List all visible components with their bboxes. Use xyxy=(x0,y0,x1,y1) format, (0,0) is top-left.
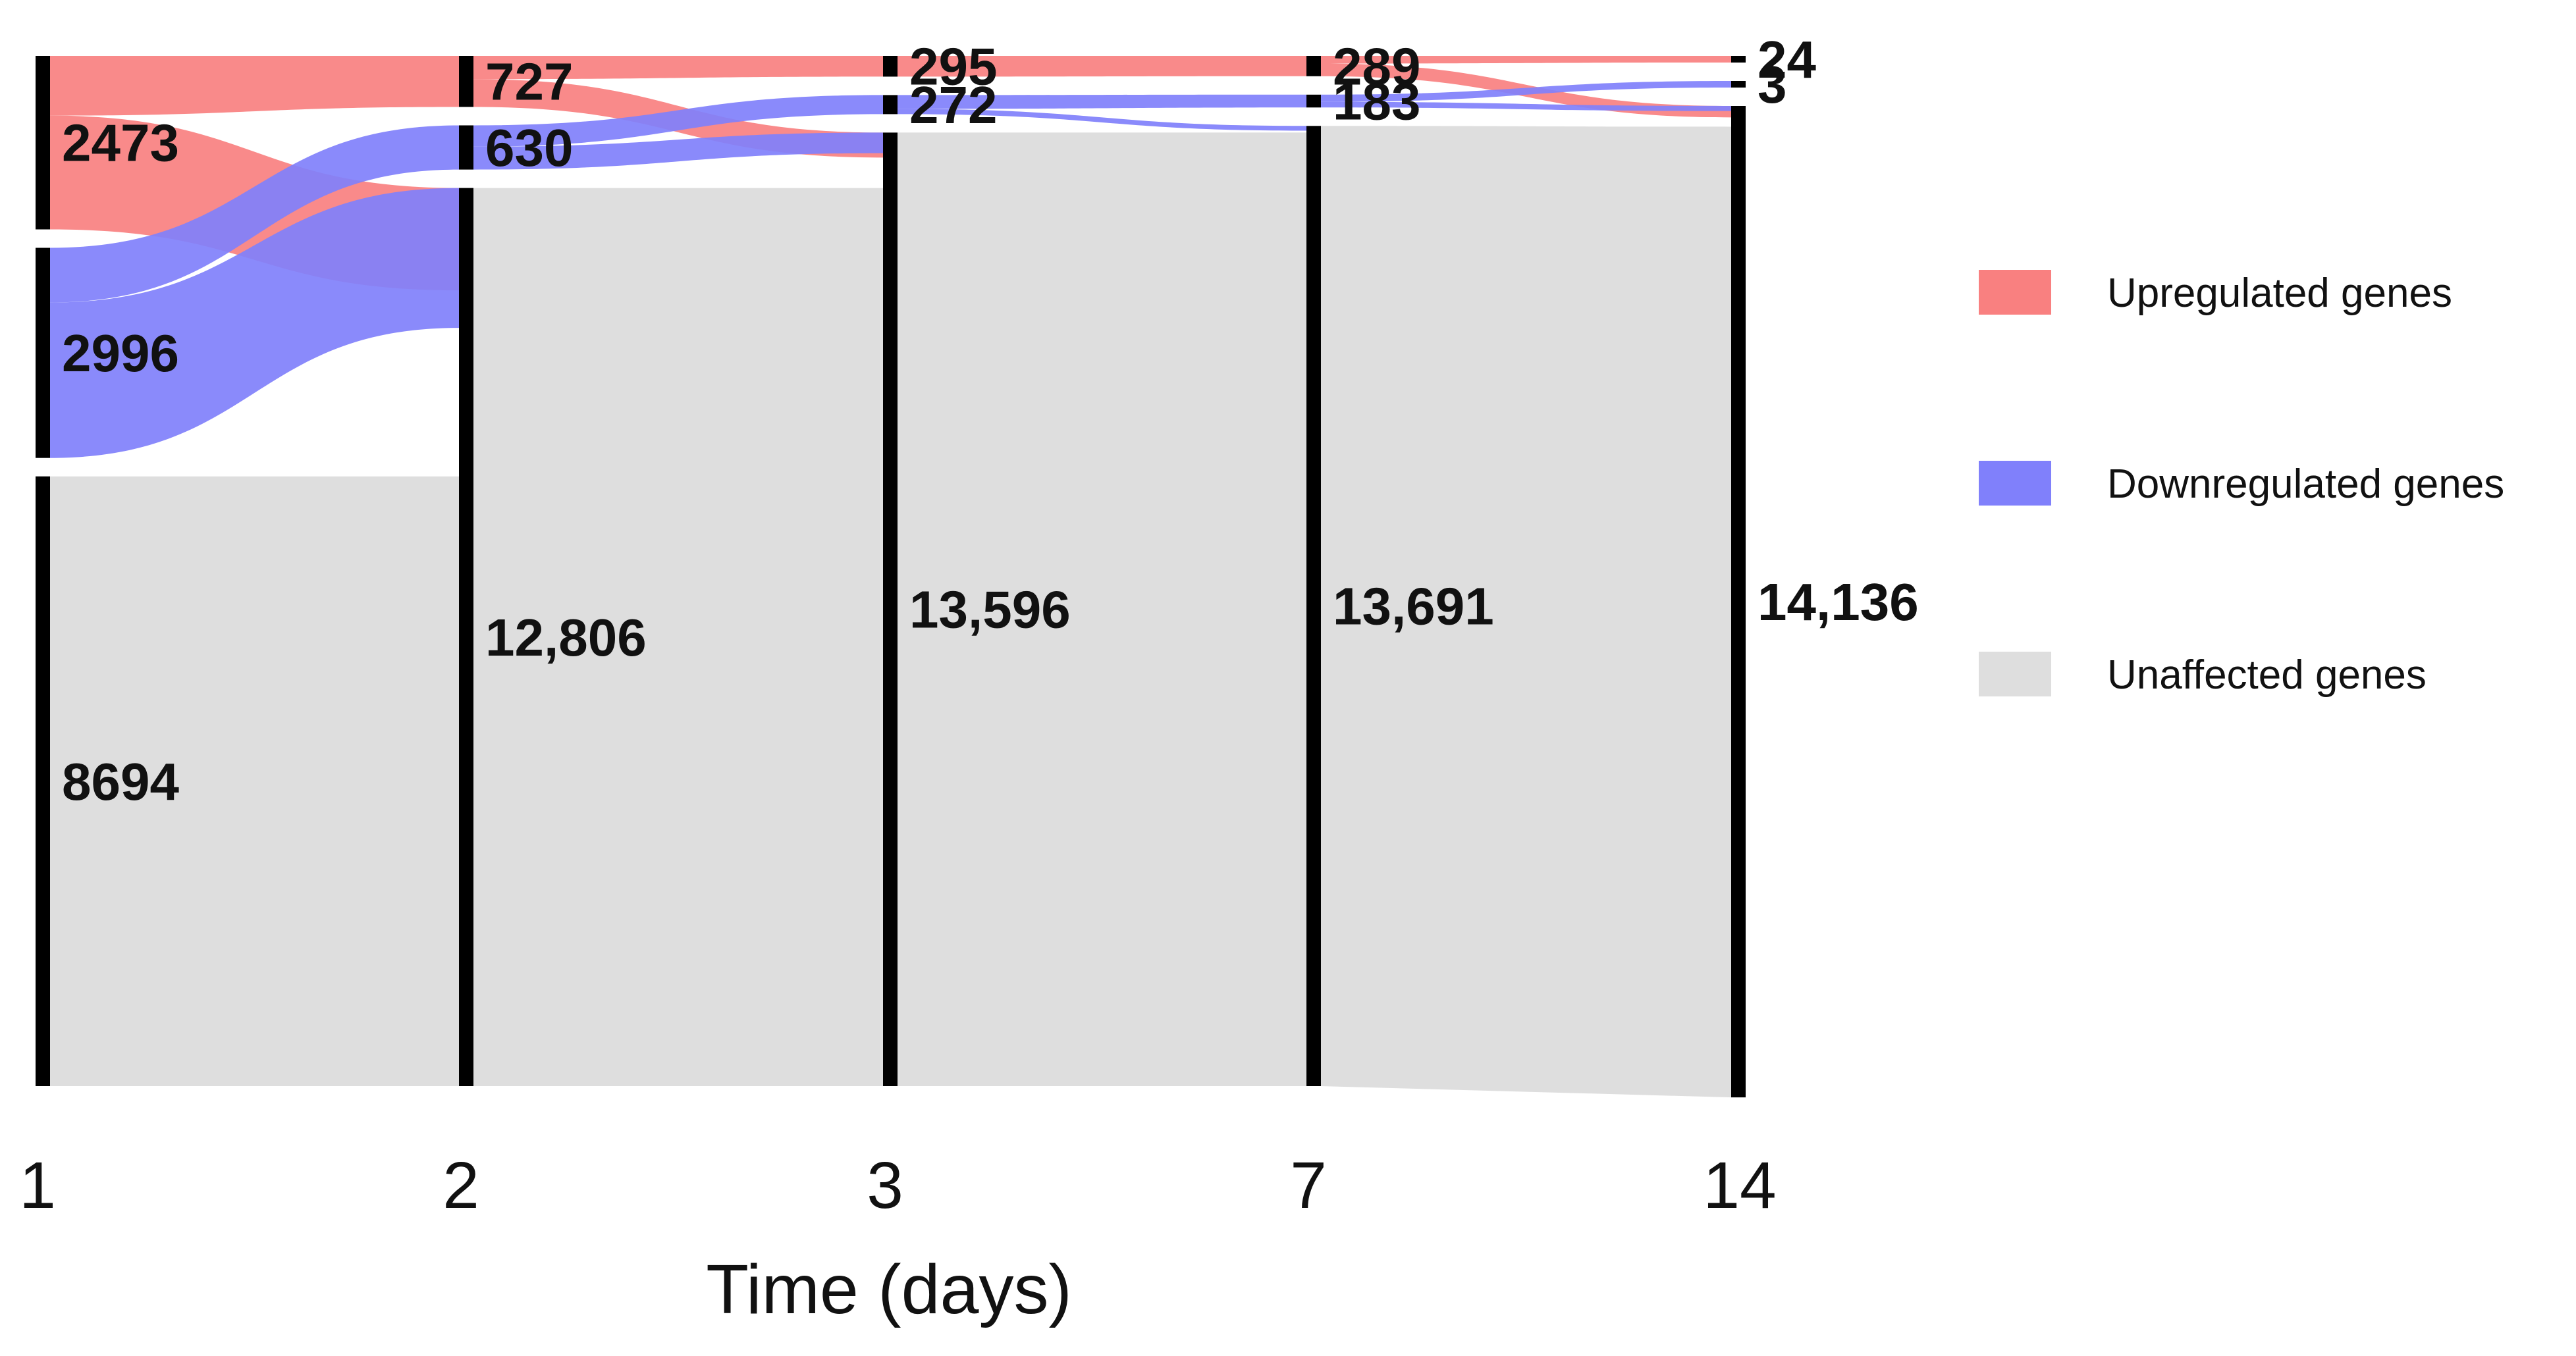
node-bar-unaffected-genes-day14 xyxy=(1731,106,1746,1098)
flow-unaffected-genes-day7-to-day14 xyxy=(1321,126,1731,1098)
flow-bands xyxy=(50,56,1731,1098)
flow-unaffected-genes-day2-to-day3 xyxy=(473,188,883,1086)
flow-downregulated-genes-to-unaffected-day1-to-day2 xyxy=(50,188,459,458)
node-bar-downregulated-genes-day3 xyxy=(883,95,898,115)
flow-downregulated-genes-day3-to-day7 xyxy=(898,94,1306,109)
legend-label-upregulated-genes: Upregulated genes xyxy=(2107,271,2452,316)
node-label-downregulated-genes-day14: 3 xyxy=(1758,55,1787,114)
flow-upregulated-genes-day3-to-day7 xyxy=(898,56,1306,77)
node-label-unaffected-genes-day2: 12,806 xyxy=(485,608,647,667)
legend-swatch-upregulated-genes xyxy=(1979,270,2051,315)
flow-unaffected-genes-day3-to-day7 xyxy=(898,132,1306,1087)
flow-downregulated-genes-day2-to-day3 xyxy=(473,95,883,147)
x-tick-label-day3: 3 xyxy=(867,1149,903,1222)
node-bar-upregulated-genes-day1 xyxy=(36,56,50,230)
node-bar-unaffected-genes-day2 xyxy=(459,188,473,1086)
x-tick-label-day7: 7 xyxy=(1290,1149,1327,1222)
node-bar-downregulated-genes-day1 xyxy=(36,248,50,458)
node-label-downregulated-genes-day3: 272 xyxy=(909,76,997,134)
node-bar-unaffected-genes-day1 xyxy=(36,476,50,1086)
node-label-upregulated-genes-day14: 24 xyxy=(1758,30,1816,89)
flow-upregulated-genes-day7-to-day14 xyxy=(1321,56,1731,64)
node-label-unaffected-genes-day14: 14,136 xyxy=(1758,573,1919,631)
node-bar-upregulated-genes-day2 xyxy=(459,56,473,107)
node-bar-downregulated-genes-day14 xyxy=(1731,81,1746,88)
node-bar-upregulated-genes-day3 xyxy=(883,56,898,77)
node-label-upregulated-genes-day1: 2473 xyxy=(62,114,179,172)
x-tick-label-day1: 1 xyxy=(19,1149,56,1222)
legend-label-unaffected-genes: Unaffected genes xyxy=(2107,652,2427,698)
flow-unaffected-genes-day1-to-day2 xyxy=(50,476,459,1086)
node-label-downregulated-genes-day2: 630 xyxy=(485,118,573,177)
node-bar-unaffected-genes-day7 xyxy=(1306,126,1321,1087)
flow-upregulated-genes-day1-to-day2 xyxy=(50,56,459,116)
node-label-unaffected-genes-day3: 13,596 xyxy=(909,581,1071,639)
legend: Upregulated genes Downregulated genes Unaf… xyxy=(1979,270,2504,698)
legend-swatch-unaffected-genes xyxy=(1979,652,2051,696)
node-bar-downregulated-genes-day7 xyxy=(1306,94,1321,108)
x-axis-title: Time (days) xyxy=(706,1251,1072,1328)
x-axis-ticks: 1 2 3 7 14 xyxy=(19,1149,1776,1222)
node-label-upregulated-genes-day3: 295 xyxy=(909,38,997,96)
node-label-upregulated-genes-day7: 289 xyxy=(1333,37,1420,95)
node-bar-unaffected-genes-day3 xyxy=(883,132,898,1087)
node-value-labels: 24732996869472763012,80629527213,5962891… xyxy=(62,30,1919,811)
flow-downregulated-genes-day7-to-day14 xyxy=(1321,81,1731,102)
node-label-upregulated-genes-day2: 727 xyxy=(485,53,573,111)
flow-downregulated-genes-to-unaffected-day2-to-day3 xyxy=(473,132,883,170)
time-bars xyxy=(36,56,1746,1098)
flow-downregulated-genes-day1-to-day2 xyxy=(50,125,459,303)
x-tick-label-day14: 14 xyxy=(1703,1149,1776,1222)
node-label-downregulated-genes-day7: 183 xyxy=(1333,72,1420,131)
x-tick-label-day2: 2 xyxy=(443,1149,479,1222)
flow-downregulated-genes-to-unaffected-day7-to-day14 xyxy=(1321,101,1731,111)
node-bar-upregulated-genes-day14 xyxy=(1731,56,1746,63)
legend-swatch-downregulated-genes xyxy=(1979,461,2051,506)
node-bar-downregulated-genes-day2 xyxy=(459,125,473,170)
node-label-unaffected-genes-day7: 13,691 xyxy=(1333,577,1494,636)
node-label-unaffected-genes-day1: 8694 xyxy=(62,752,179,811)
node-label-downregulated-genes-day1: 2996 xyxy=(62,324,179,382)
flow-downregulated-genes-to-unaffected-day3-to-day7 xyxy=(898,109,1306,131)
flow-upregulated-genes-day2-to-day3 xyxy=(473,56,883,80)
node-bar-upregulated-genes-day7 xyxy=(1306,56,1321,76)
legend-label-downregulated-genes: Downregulated genes xyxy=(2107,461,2504,507)
